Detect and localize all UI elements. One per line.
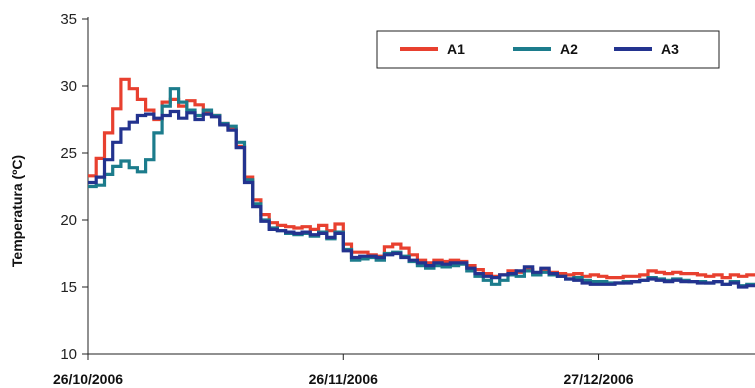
- legend-label: A1: [447, 41, 465, 57]
- y-tick-label: 15: [60, 279, 77, 296]
- y-tick-label: 25: [60, 145, 77, 162]
- y-axis-title: Temperatura (ºC): [9, 155, 25, 267]
- y-axis-ticks: 10 15 20 25 30 35: [60, 11, 88, 363]
- y-tick-label: 10: [60, 346, 77, 363]
- x-tick-label: 27/12/2006: [564, 371, 634, 387]
- series-line-a1: [88, 77, 755, 280]
- x-tick-label: 26/10/2006: [53, 371, 123, 387]
- y-tick-label: 30: [60, 78, 77, 95]
- x-tick-label: 26/11/2006: [309, 371, 379, 387]
- legend-label: A3: [661, 41, 679, 57]
- legend-label: A2: [560, 41, 578, 57]
- x-axis-ticks: 26/10/2006 26/11/2006 27/12/2006: [53, 354, 634, 387]
- series-line-a3: [88, 109, 755, 289]
- legend: A1 A2 A3: [376, 30, 720, 69]
- y-tick-label: 35: [60, 11, 77, 28]
- series-layer: [88, 77, 755, 289]
- y-tick-label: 20: [60, 212, 77, 229]
